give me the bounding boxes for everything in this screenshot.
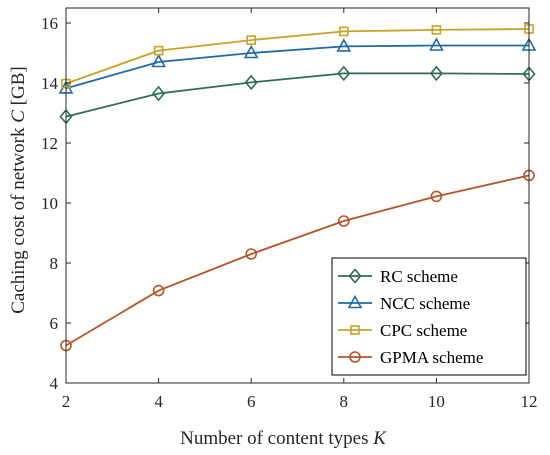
data-point-rc-scheme (244, 74, 258, 91)
series-gpma-scheme (60, 169, 535, 352)
x-tick-label: 2 (62, 392, 71, 411)
y-tick-label: 4 (50, 374, 59, 393)
data-point-ncc-scheme (336, 38, 352, 52)
data-point-gpma-scheme (337, 215, 350, 227)
series-line-ncc-scheme (65, 44, 529, 90)
series-line-rc-scheme (65, 72, 530, 118)
legend-item-rc-scheme: RC scheme (338, 267, 458, 286)
legend-label: RC scheme (380, 267, 458, 286)
legend-marker (349, 351, 361, 363)
data-point-rc-scheme (152, 85, 166, 102)
data-point-gpma-scheme (430, 190, 443, 203)
x-axis-label: Number of content types K (180, 428, 387, 449)
legend-label: CPC scheme (380, 321, 467, 340)
data-point-ncc-scheme (151, 53, 166, 68)
legend-marker (350, 325, 360, 335)
y-tick-label: 10 (41, 194, 58, 213)
legend-item-gpma-scheme: GPMA scheme (338, 348, 483, 367)
data-point-rc-scheme (337, 65, 351, 82)
series-line-cpc-scheme (65, 28, 530, 85)
series-rc-scheme (59, 65, 536, 125)
data-point-cpc-scheme (246, 35, 256, 45)
x-tick-label: 4 (154, 392, 163, 411)
series-ncc-scheme (58, 37, 537, 94)
y-tick-label: 14 (41, 74, 59, 93)
y-tick-label: 6 (50, 314, 59, 333)
data-point-ncc-scheme (429, 37, 444, 51)
y-tick-label: 8 (50, 254, 59, 273)
x-tick-label: 6 (247, 392, 256, 411)
legend: RC scheme NCC scheme CPC scheme GPMA scheme (331, 257, 527, 376)
data-point-cpc-scheme (431, 25, 442, 35)
legend-marker (347, 294, 363, 309)
data-point-ncc-scheme (243, 44, 259, 59)
data-point-cpc-scheme (153, 45, 164, 56)
legend-box (331, 257, 527, 376)
y-axis-label: Caching cost of network C [GB] (8, 66, 29, 314)
y-tick-label: 12 (41, 134, 58, 153)
legend-label: GPMA scheme (380, 348, 483, 367)
legend-marker (348, 268, 362, 284)
y-tick-label: 16 (41, 14, 58, 33)
x-tick-label: 10 (428, 392, 445, 411)
data-point-gpma-scheme (245, 248, 257, 260)
x-tick-label: 12 (521, 392, 538, 411)
data-point-cpc-scheme (338, 26, 349, 37)
legend-item-ncc-scheme: NCC scheme (338, 294, 470, 313)
series-line-gpma-scheme (65, 174, 530, 347)
data-point-rc-scheme (429, 65, 443, 82)
data-point-gpma-scheme (152, 284, 165, 297)
legend-label: NCC scheme (380, 294, 470, 313)
legend-item-cpc-scheme: CPC scheme (338, 321, 467, 340)
x-tick-label: 8 (340, 392, 349, 411)
axes-box (65, 7, 530, 384)
